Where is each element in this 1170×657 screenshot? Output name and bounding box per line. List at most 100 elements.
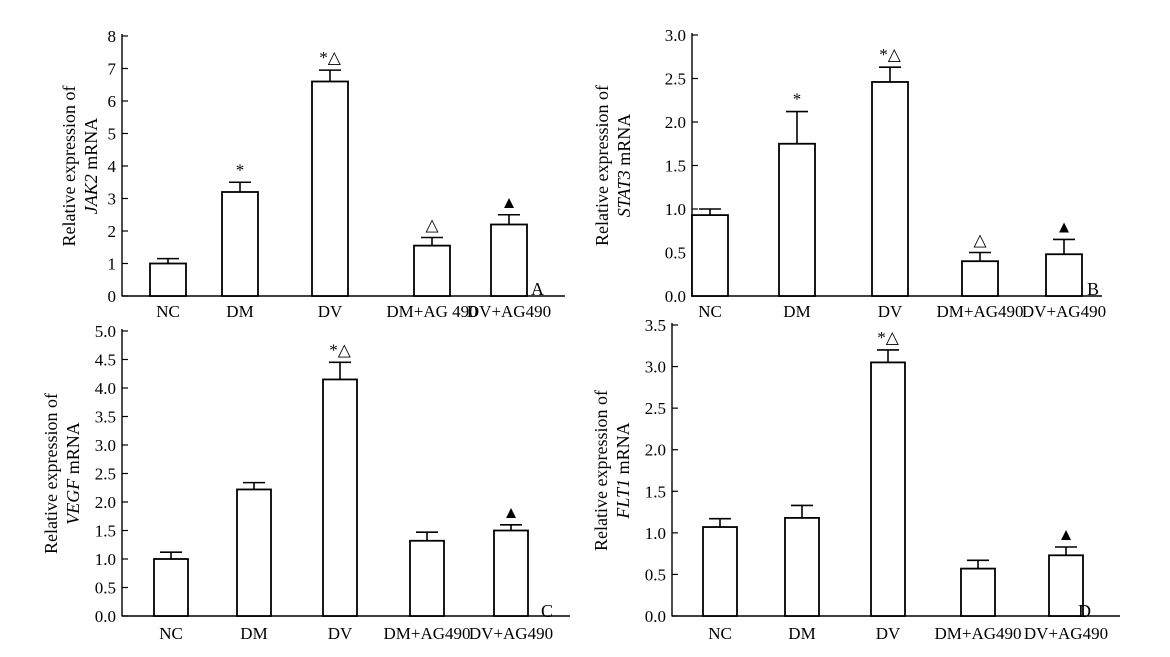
category-label: DM+AG490: [936, 302, 1023, 321]
y-tick-label: 4: [108, 157, 117, 176]
y-axis-label-line1: Relative expression of: [591, 390, 611, 551]
category-label: DV: [318, 302, 343, 321]
category-label: DV: [878, 302, 903, 321]
y-tick-label: 1.5: [645, 482, 666, 501]
gene-name: VEGF: [63, 478, 83, 525]
y-tick-label: 2.5: [665, 70, 686, 89]
category-label: DM+AG490: [934, 624, 1021, 643]
category-label: DV+AG490: [1022, 302, 1106, 321]
y-tick-label: 3.0: [665, 26, 686, 45]
panel-a: 0 1 2 3 4 5 6 7 8 NC * DM *△ DV △ DM+AG 490 ▲ DV+AG490 A Re…: [59, 27, 565, 321]
significance-mark: *: [236, 160, 245, 179]
gene-name: JAK2: [81, 174, 101, 214]
y-axis-label: Relative expression of VEGF mRNA: [41, 393, 83, 554]
y-tick-label: 2.0: [645, 441, 666, 460]
y-axis-label: Relative expression of STAT3 mRNA: [592, 85, 634, 246]
y-tick-label: 0.0: [95, 607, 116, 626]
bar: [961, 260, 999, 297]
y-axis-label-line2: JAK2 mRNA: [81, 118, 101, 215]
bar: [691, 214, 729, 297]
bar: [409, 539, 445, 617]
mrna-suffix: mRNA: [614, 114, 634, 171]
y-tick-label: 0.0: [665, 287, 686, 306]
mrna-suffix: mRNA: [81, 118, 101, 175]
panel-letter: A: [531, 279, 544, 299]
y-tick-label: 1.0: [665, 200, 686, 219]
bar: [871, 81, 909, 297]
y-tick-label: 1.5: [665, 157, 686, 176]
significance-mark: △: [973, 231, 987, 250]
significance-mark: △: [425, 216, 439, 235]
y-tick-label: 3.5: [645, 316, 666, 335]
gene-name: FLT1: [613, 479, 633, 520]
category-label: NC: [708, 624, 732, 643]
category-label: NC: [698, 302, 722, 321]
significance-mark: *△: [879, 45, 902, 64]
bar: [221, 191, 259, 297]
y-axis-label-line1: Relative expression of: [41, 393, 61, 554]
significance-mark: *: [793, 90, 802, 109]
category-label: DM: [788, 624, 815, 643]
y-tick-label: 3.0: [645, 358, 666, 377]
y-tick-label: 4.5: [95, 351, 116, 370]
bar: [236, 488, 272, 617]
bar: [322, 378, 358, 617]
y-tick-label: 8: [108, 27, 117, 46]
y-tick-label: 3.5: [95, 408, 116, 427]
y-tick-label: 1.5: [95, 522, 116, 541]
bar: [960, 567, 996, 617]
category-label: DM+AG 490: [386, 302, 477, 321]
y-tick-label: 0.5: [645, 565, 666, 584]
category-label: DV: [328, 624, 353, 643]
y-tick-label: 0.5: [665, 244, 686, 263]
category-label: DV: [876, 624, 901, 643]
bar: [1048, 554, 1084, 617]
significance-mark: ▲: [501, 193, 518, 212]
bar: [153, 558, 189, 617]
significance-mark: *△: [329, 340, 352, 359]
category-label: DV+AG490: [467, 302, 551, 321]
significance-mark: ▲: [1056, 217, 1073, 236]
y-tick-label: 2.0: [95, 493, 116, 512]
bar: [870, 361, 906, 617]
mrna-suffix: mRNA: [613, 422, 633, 479]
gene-name: STAT3: [614, 170, 634, 217]
panel-b: 0.0 0.5 1.0 1.5 2.0 2.5 3.0 NC * DM *△ DV △ DM+AG490 ▲…: [592, 26, 1106, 321]
mrna-suffix: mRNA: [63, 422, 83, 479]
y-tick-label: 7: [108, 60, 117, 79]
y-tick-label: 1.0: [645, 524, 666, 543]
bar: [493, 529, 529, 617]
y-tick-label: 2: [108, 222, 117, 241]
bar: [149, 262, 187, 297]
y-tick-label: 1.0: [95, 550, 116, 569]
y-tick-label: 2.5: [645, 399, 666, 418]
category-label: NC: [159, 624, 183, 643]
y-tick-label: 4.0: [95, 379, 116, 398]
significance-mark: ▲: [1058, 525, 1075, 544]
panel-letter: B: [1087, 279, 1099, 299]
category-label: NC: [156, 302, 180, 321]
y-tick-label: 0.0: [645, 607, 666, 626]
y-axis-label: Relative expression of JAK2 mRNA: [59, 86, 101, 247]
y-axis-label-line2: FLT1 mRNA: [613, 422, 633, 519]
category-label: DM: [240, 624, 267, 643]
y-tick-label: 1: [108, 255, 117, 274]
y-axis-label-line1: Relative expression of: [59, 86, 79, 247]
category-label: DM: [226, 302, 253, 321]
category-label: DM+AG490: [383, 624, 470, 643]
bar: [311, 80, 349, 297]
y-tick-label: 2.0: [665, 113, 686, 132]
significance-mark: *△: [877, 328, 900, 347]
bar: [784, 516, 820, 617]
significance-mark: ▲: [503, 503, 520, 522]
panel-c: 0.0 0.5 1.0 1.5 2.0 2.5 3.0 3.5 4.0 4.5 5.0 NC DM *△ D…: [41, 322, 570, 643]
y-axis-label-line1: Relative expression of: [592, 85, 612, 246]
y-axis-label-line2: STAT3 mRNA: [614, 114, 634, 218]
y-tick-label: 0.5: [95, 579, 116, 598]
significance-mark: *△: [319, 48, 342, 67]
y-tick-label: 5: [108, 125, 117, 144]
bar: [702, 526, 738, 617]
bar: [413, 244, 451, 297]
y-tick-label: 3: [108, 190, 117, 209]
